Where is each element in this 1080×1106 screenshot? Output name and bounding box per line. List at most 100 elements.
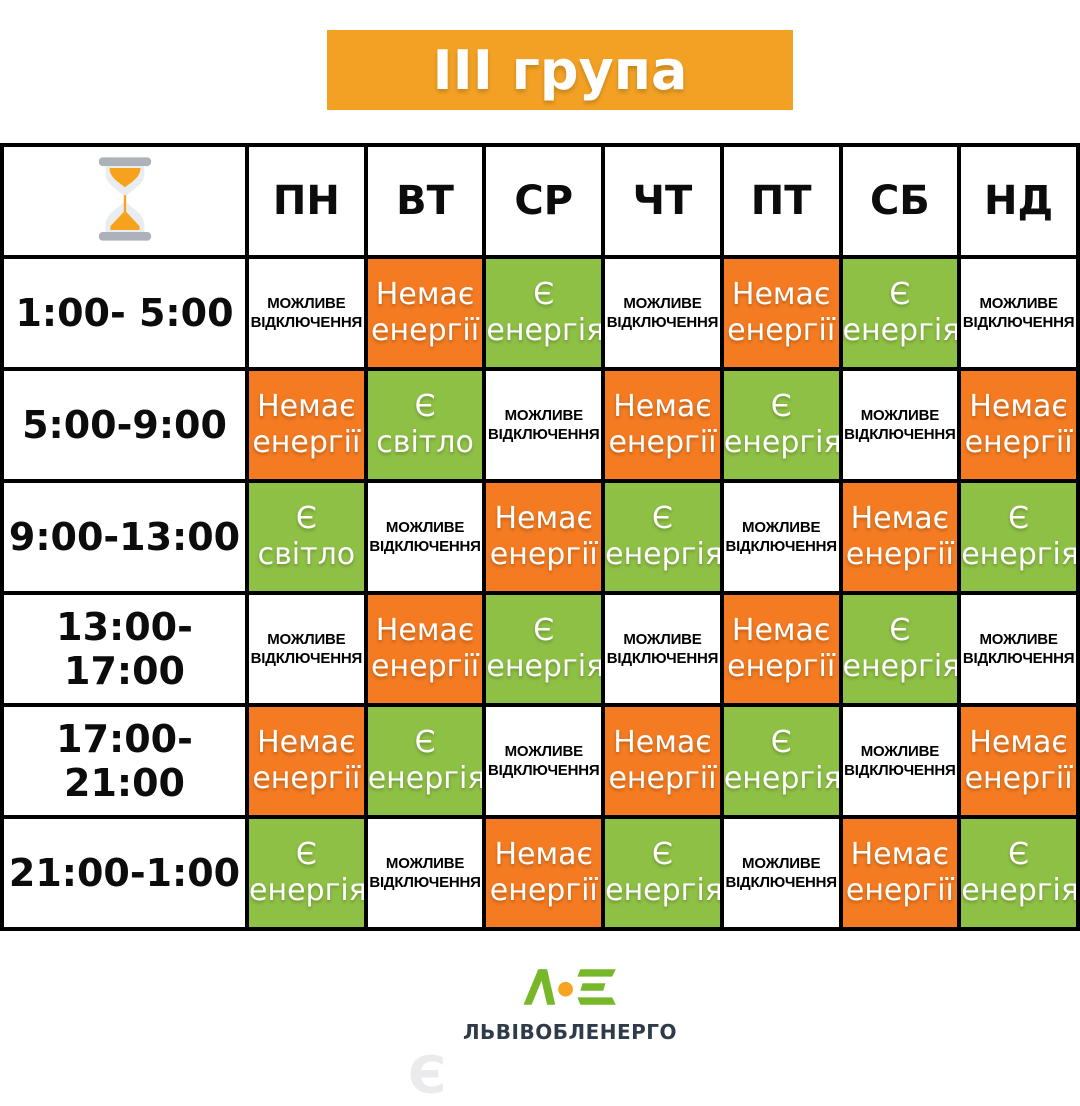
status-text-line: ВІДКЛЮЧЕННЯ — [725, 874, 837, 891]
status-sun-row4: МОЖЛИВЕ ВІДКЛЮЧЕННЯ — [957, 591, 1080, 707]
status-text-line: Немає — [613, 389, 712, 424]
time-range-6: 21:00-1:00 — [0, 815, 249, 931]
status-sun-row1: МОЖЛИВЕ ВІДКЛЮЧЕННЯ — [957, 255, 1080, 371]
status-fri-row4: Немає енергії — [719, 591, 843, 707]
status-text-line: Немає — [969, 725, 1068, 760]
status-text-line: ВІДКЛЮЧЕННЯ — [962, 650, 1075, 667]
status-text-line: Немає — [257, 725, 356, 760]
status-text-line: енергія — [842, 649, 960, 684]
status-sun-row2: Немає енергії — [957, 367, 1080, 483]
status-tue-row6: МОЖЛИВЕ ВІДКЛЮЧЕННЯ — [363, 815, 487, 931]
status-tue-row4: Немає енергії — [363, 591, 487, 707]
poster-page: ІІІ група ПН — [0, 30, 1080, 1106]
schedule-table: ПН ВТ СР ЧТ ПТ СБ НД 1:00- 5:00 МОЖЛИВЕ ВІ… — [0, 143, 1080, 931]
status-text-line: енергії — [727, 649, 836, 684]
status-text-line: енергії — [964, 425, 1073, 460]
status-sun-row5: Немає енергії — [957, 703, 1080, 819]
status-text-line: Немає — [257, 389, 356, 424]
time-range-5: 17:00- 21:00 — [0, 703, 249, 819]
status-text-line: Немає — [613, 725, 712, 760]
status-text-line: енергія — [961, 537, 1078, 572]
day-header-wed: СР — [482, 143, 606, 259]
footer: ЛЬВІВОБЛЕНЕРГО — [30, 963, 1080, 1044]
status-text-line: МОЖЛИВЕ — [623, 294, 702, 312]
status-text-line: МОЖЛИВЕ — [742, 518, 821, 536]
status-text-line: енергія — [605, 873, 722, 908]
status-text-line: МОЖЛИВЕ — [979, 294, 1058, 312]
status-text-line: енергії — [845, 873, 954, 908]
status-text-line: Немає — [494, 837, 594, 872]
status-text-line: ВІДКЛЮЧЕННЯ — [844, 762, 956, 779]
status-tue-row3: МОЖЛИВЕ ВІДКЛЮЧЕННЯ — [363, 479, 487, 595]
status-text-line: ВІДКЛЮЧЕННЯ — [369, 538, 481, 555]
status-text-line: МОЖЛИВЕ — [504, 742, 583, 760]
time-range-2: 5:00-9:00 — [0, 367, 249, 483]
status-text-line: Немає — [731, 277, 831, 312]
status-fri-row6: МОЖЛИВЕ ВІДКЛЮЧЕННЯ — [719, 815, 843, 931]
status-text-line: енергія — [605, 537, 722, 572]
status-text-line: ВІДКЛЮЧЕННЯ — [606, 650, 719, 667]
status-text-line: Немає — [494, 501, 594, 536]
status-text-line: енергії — [371, 649, 480, 684]
time-range-1: 1:00- 5:00 — [0, 255, 249, 371]
status-text-line: енергія — [486, 649, 604, 684]
status-text-line: Є — [533, 613, 555, 648]
status-text-line: Є — [414, 389, 436, 424]
status-text-line: МОЖЛИВЕ — [267, 294, 346, 312]
status-text-line: Є — [889, 613, 911, 648]
status-thu-row4: МОЖЛИВЕ ВІДКЛЮЧЕННЯ — [601, 591, 724, 707]
status-text-line: МОЖЛИВЕ — [385, 518, 465, 536]
header-row: ПН ВТ СР ЧТ ПТ СБ НД — [0, 143, 1080, 259]
status-text-line: Є — [295, 501, 317, 536]
corner-cell — [0, 143, 249, 259]
status-text-line: Є — [889, 277, 911, 312]
schedule-row-4: 13:00-17:00 МОЖЛИВЕ ВІДКЛЮЧЕННЯ Немає енергі… — [0, 591, 1080, 707]
day-header-thu: ЧТ — [601, 143, 724, 259]
day-header-sun: НД — [957, 143, 1080, 259]
day-header-fri: ПТ — [719, 143, 843, 259]
status-text-line: ВІДКЛЮЧЕННЯ — [488, 762, 600, 779]
status-text-line: ВІДКЛЮЧЕННЯ — [250, 314, 363, 331]
status-text-line: ВІДКЛЮЧЕННЯ — [844, 426, 956, 443]
status-text-line: енергії — [371, 313, 480, 348]
status-text-line: МОЖЛИВЕ — [267, 630, 346, 648]
lviv-oblenergo-logo-icon — [523, 969, 616, 1005]
status-text-line: енергії — [727, 313, 836, 348]
status-text-line: ВІДКЛЮЧЕННЯ — [962, 314, 1075, 331]
status-text-line: МОЖЛИВЕ — [979, 630, 1058, 648]
time-range-4: 13:00-17:00 — [0, 591, 249, 707]
status-text-line: енергія — [842, 313, 960, 348]
status-thu-row2: Немає енергії — [601, 367, 724, 483]
watermark-letter: Є — [408, 1046, 447, 1106]
status-text-line: МОЖЛИВЕ — [742, 854, 821, 872]
status-thu-row5: Немає енергії — [601, 703, 724, 819]
status-text-line: енергії — [252, 425, 361, 460]
status-text-line: енергії — [608, 425, 717, 460]
status-text-line: Є — [1008, 501, 1030, 536]
status-text-line: Є — [651, 837, 673, 872]
status-text-line: Є — [770, 725, 792, 760]
group-title-banner: ІІІ група — [327, 30, 793, 110]
status-sat-row6: Немає енергії — [838, 815, 962, 931]
status-mon-row1: МОЖЛИВЕ ВІДКЛЮЧЕННЯ — [245, 255, 368, 371]
status-text-line: Є — [295, 837, 317, 872]
status-text-line: світло — [376, 425, 474, 460]
status-text-line: енергії — [608, 761, 717, 796]
status-fri-row3: МОЖЛИВЕ ВІДКЛЮЧЕННЯ — [719, 479, 843, 595]
time-range-3: 9:00-13:00 — [0, 479, 249, 595]
status-text-line: енергія — [723, 425, 841, 460]
status-mon-row5: Немає енергії — [245, 703, 368, 819]
status-text-line: світло — [257, 537, 356, 572]
company-name: ЛЬВІВОБЛЕНЕРГО — [462, 1020, 678, 1044]
status-text-line: Є — [651, 501, 673, 536]
status-text-line: МОЖЛИВЕ — [860, 742, 939, 760]
schedule-row-1: 1:00- 5:00 МОЖЛИВЕ ВІДКЛЮЧЕННЯ Немає енергії… — [0, 255, 1080, 371]
